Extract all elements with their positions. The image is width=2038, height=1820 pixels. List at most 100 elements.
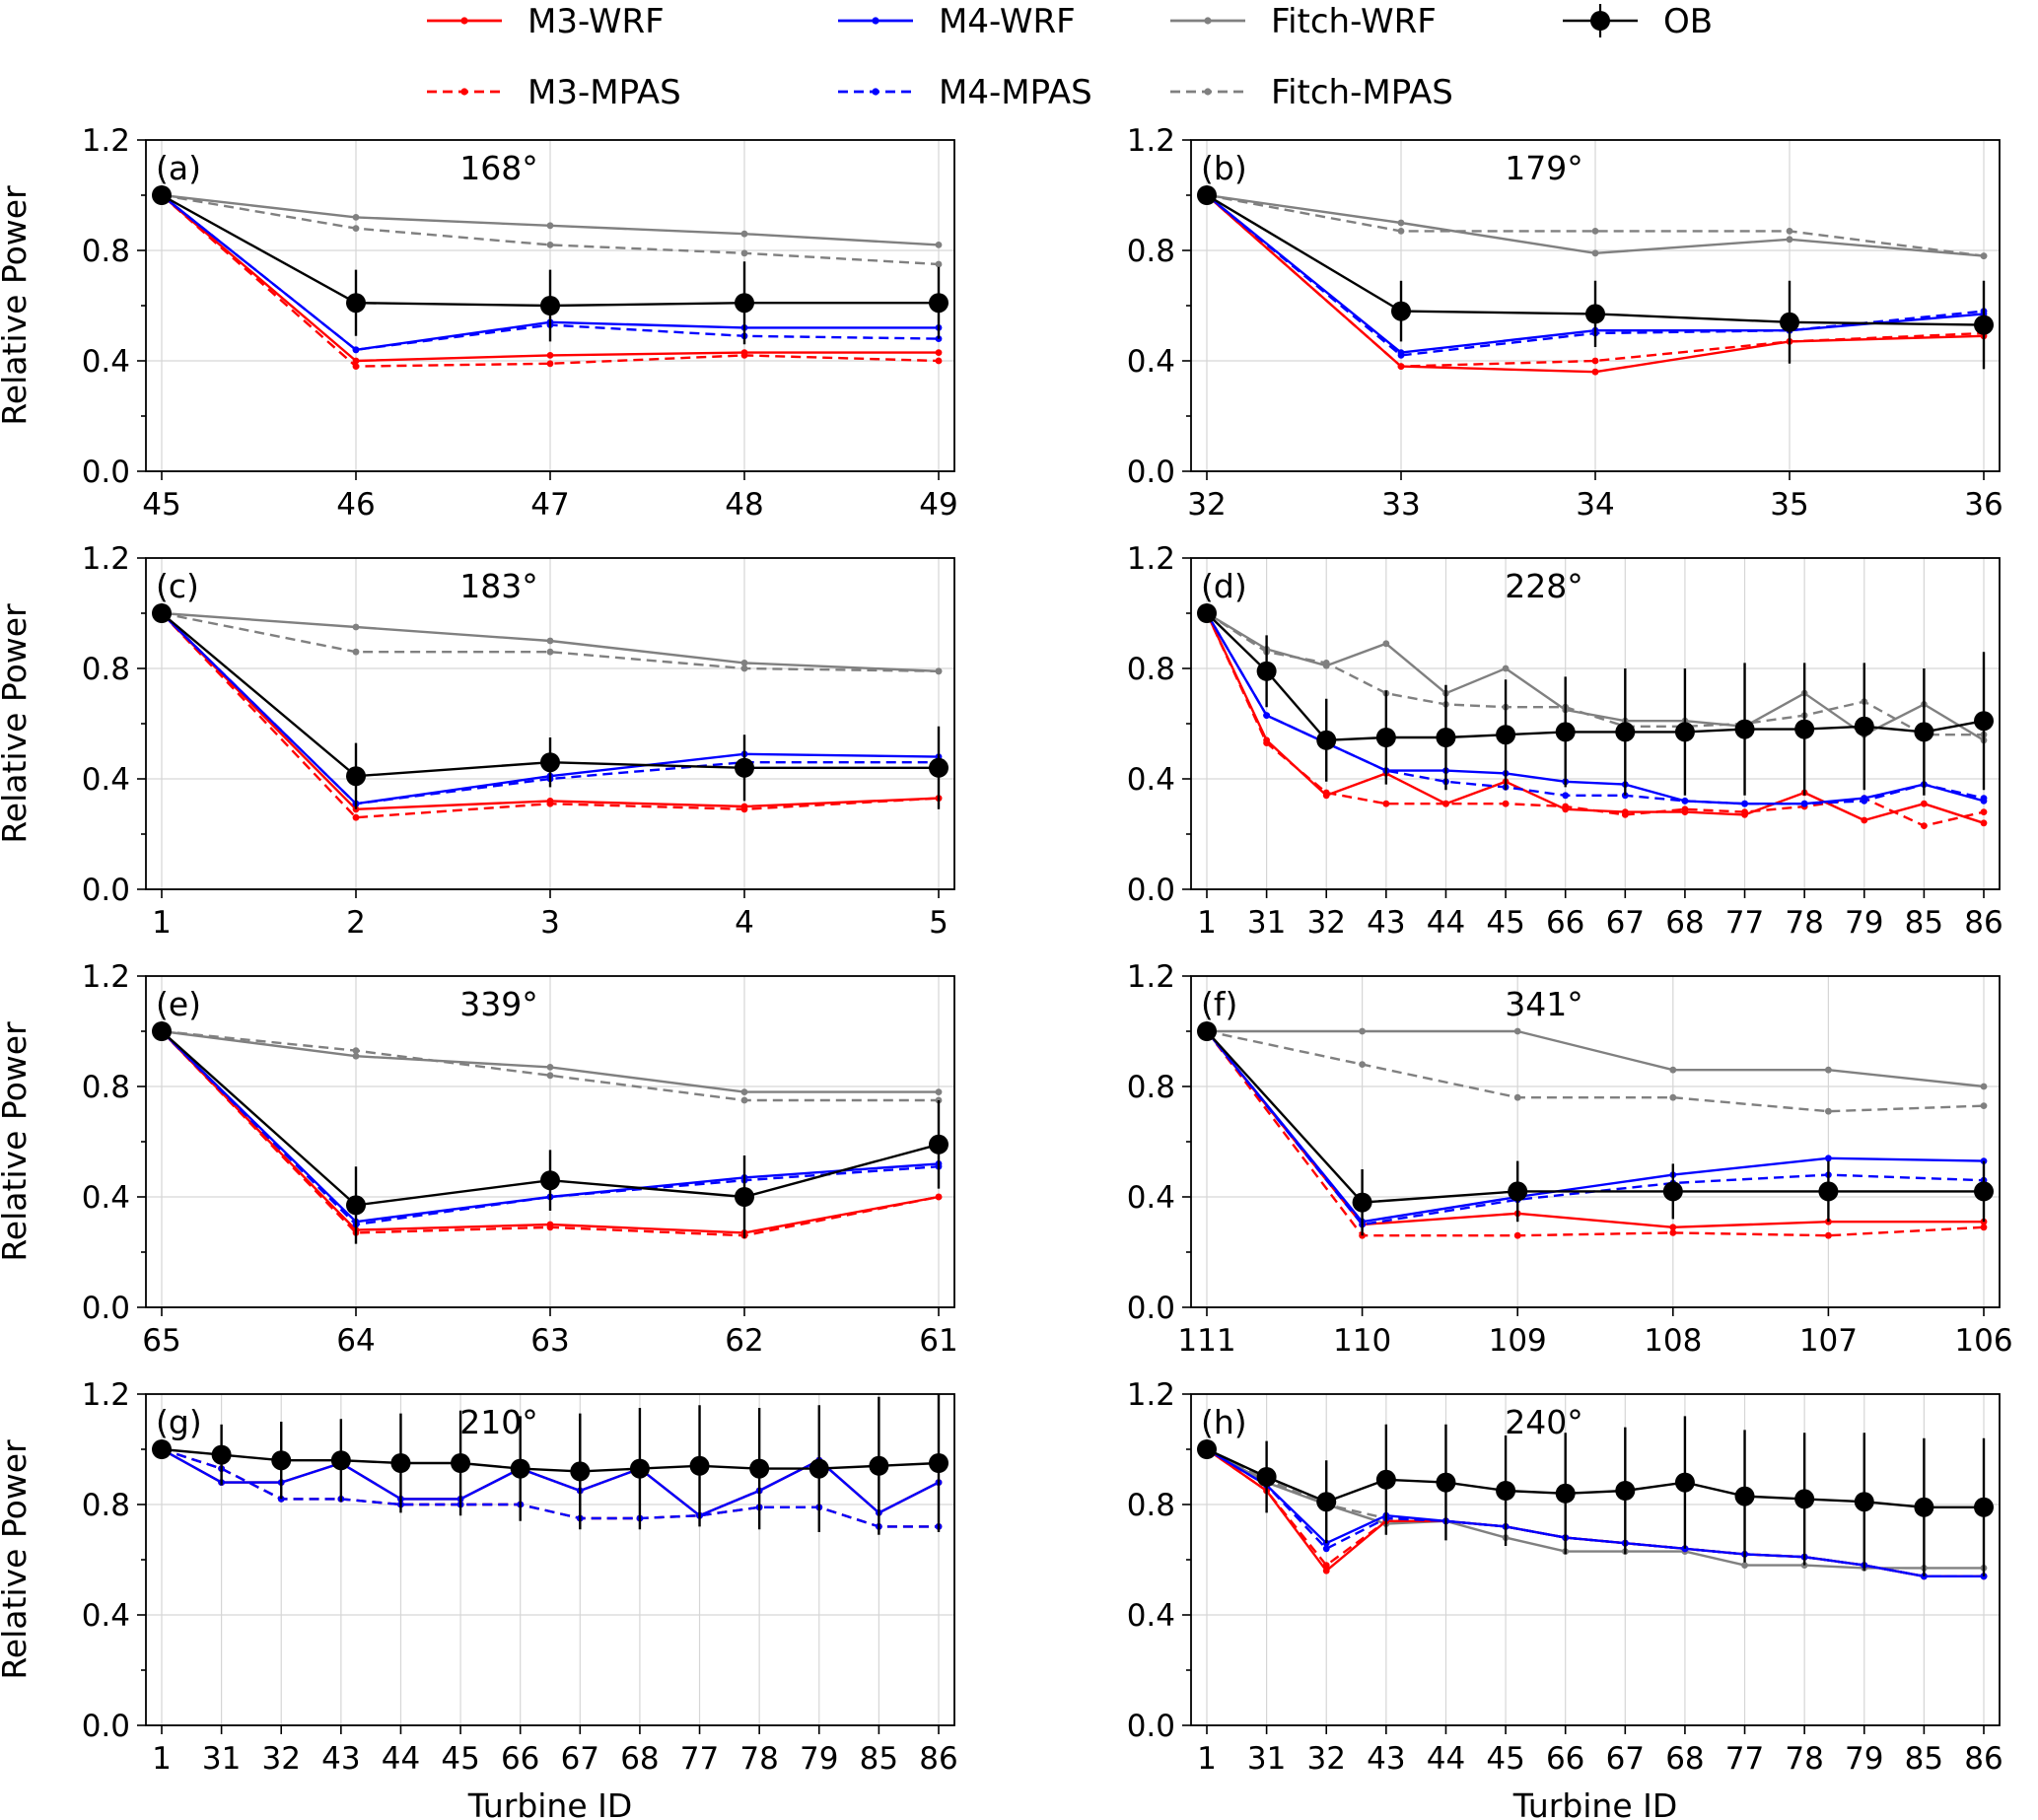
series-point — [546, 360, 554, 368]
series-line — [1207, 1029, 1985, 1088]
series-line — [1206, 1030, 1985, 1237]
series-point — [1322, 1567, 1330, 1575]
grid-lines — [146, 975, 954, 1308]
legend-entry-fitch-mpas: Fitch-MPAS — [1170, 73, 1453, 112]
y-axis-label: Relative Power — [0, 185, 34, 426]
series-point — [1513, 1231, 1521, 1239]
series-fitch-mpas — [1203, 1027, 1988, 1115]
y-axis: 0.0 0.4 0.8 1.2 — [82, 1377, 146, 1744]
series-point — [1734, 719, 1755, 739]
series-point — [935, 1088, 943, 1095]
series-point — [1974, 1497, 1994, 1517]
series-point — [1662, 1181, 1683, 1202]
series-point — [546, 1064, 554, 1071]
series-point — [1825, 1107, 1832, 1115]
y-axis-label: Relative Power — [0, 1021, 34, 1262]
series-point — [346, 293, 366, 314]
series-point — [935, 242, 943, 248]
series-ob — [1197, 603, 1994, 796]
panel-direction: 210° — [459, 1403, 538, 1441]
legend-marker-sample — [460, 88, 468, 96]
series-point — [1818, 1181, 1839, 1202]
series-point — [1322, 1545, 1330, 1553]
series-point — [1741, 800, 1748, 807]
series-point — [1555, 1483, 1576, 1504]
x-tick-label: 66 — [1546, 1741, 1584, 1777]
series-point — [540, 752, 560, 773]
x-tick-label: 62 — [725, 1323, 763, 1359]
y-axis: 0.0 0.4 0.8 1.2 — [1127, 541, 1191, 908]
series-point — [935, 1193, 943, 1201]
series-fitch-wrf — [1203, 1027, 1988, 1090]
x-tick-label: 111 — [1177, 1323, 1235, 1359]
series-line — [1206, 611, 1984, 736]
x-tick-label: 85 — [1905, 905, 1943, 941]
series-ob — [1197, 1416, 1994, 1576]
legend: M3-WRF M4-WRF Fitch-WRF OB M3-MPAS M4-MPAS Fit… — [427, 2, 1713, 112]
series-point — [330, 1450, 351, 1471]
y-tick-label: 0.8 — [1127, 1070, 1175, 1105]
x-tick-label: 36 — [1964, 487, 2003, 523]
x-tick-label: 46 — [336, 487, 375, 523]
x-tick-label: 67 — [561, 1741, 599, 1777]
series-point — [546, 648, 554, 656]
x-tick-label: 77 — [680, 1741, 719, 1777]
series-point — [1615, 722, 1636, 742]
x-tick-label: 67 — [1606, 905, 1645, 941]
x-tick-label: 1 — [1197, 905, 1217, 941]
series-line — [161, 1029, 939, 1102]
series-point — [1854, 716, 1874, 736]
series-point — [1861, 816, 1868, 824]
series-point — [1980, 1083, 1988, 1090]
series-point — [1382, 800, 1390, 807]
series-point — [1741, 1562, 1748, 1569]
panel-direction: 168° — [459, 149, 538, 187]
x-axis: 1 2 3 4 5 — [152, 889, 949, 941]
panel-direction: 341° — [1505, 985, 1583, 1023]
x-tick-label: 43 — [1367, 1741, 1405, 1777]
series-point — [749, 1458, 770, 1479]
panel-tag: (c) — [156, 567, 199, 605]
series-point — [1256, 661, 1277, 681]
x-axis: 1 31 32 43 44 45 66 67 68 77 78 79 85 86 — [152, 1725, 958, 1777]
x-tick-label: 109 — [1489, 1323, 1547, 1359]
series-point — [546, 1072, 554, 1080]
series-line — [161, 611, 940, 672]
y-tick-label: 1.2 — [82, 541, 130, 577]
y-tick-label: 1.2 — [1127, 541, 1175, 577]
series-point — [1397, 228, 1405, 235]
series-point — [1669, 1066, 1677, 1074]
series-line — [161, 194, 940, 368]
series-point — [451, 1453, 471, 1473]
series-point — [1382, 640, 1390, 648]
series-point — [352, 357, 360, 365]
series-point — [1562, 803, 1570, 810]
series-line — [1206, 1029, 1985, 1113]
panel-a: 0.0 0.4 0.8 1.2 45 46 47 48 49 (a) 168° Relative Po… — [0, 123, 958, 523]
series-point — [152, 603, 172, 623]
series-point — [740, 1096, 748, 1104]
panel-frame — [1190, 139, 2001, 472]
x-tick-label: 86 — [1964, 1741, 2003, 1777]
x-tick-label: 67 — [1606, 1741, 1645, 1777]
series-point — [929, 757, 949, 778]
series-point — [546, 637, 554, 645]
y-tick-label: 0.0 — [1127, 1291, 1175, 1326]
series-point — [1375, 728, 1396, 747]
series-point — [152, 1439, 172, 1459]
y-tick-label: 0.0 — [82, 1709, 130, 1744]
legend-label: M3-WRF — [527, 2, 665, 41]
y-tick-label: 0.8 — [1127, 234, 1175, 269]
panel-frame — [1190, 975, 2001, 1308]
series-point — [1197, 603, 1217, 623]
series-point — [1397, 363, 1405, 370]
panel-d: 0.0 0.4 0.8 1.2 1 31 32 43 44 45 66 67 68 77 78 79 85 86 (… — [1127, 541, 2003, 941]
series-point — [1391, 301, 1411, 321]
series-line — [161, 1447, 940, 1517]
series-point — [1980, 819, 1988, 827]
panel-frame — [1190, 1393, 2001, 1726]
x-tick-label: 35 — [1770, 487, 1808, 523]
series-point — [735, 757, 754, 778]
x-tick-label: 79 — [1845, 1741, 1883, 1777]
y-tick-label: 0.0 — [82, 873, 130, 908]
